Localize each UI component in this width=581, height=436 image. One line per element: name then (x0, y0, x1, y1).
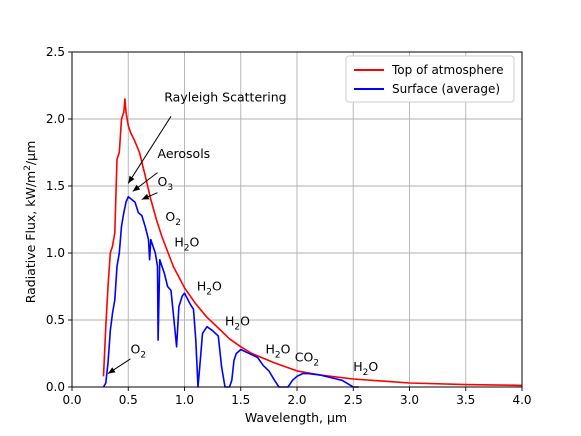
annotation-h2o-5: H2O (353, 359, 378, 378)
annotation-arrowhead-o3 (141, 193, 150, 200)
y-tick-label: 2.5 (46, 45, 65, 59)
legend-box (345, 55, 515, 103)
legend: Top of atmosphere Surface (average) (345, 55, 515, 103)
grid (71, 51, 523, 388)
annotation-h2o-3: H2O (225, 313, 250, 332)
annotation-co2: CO2 (295, 350, 319, 369)
annotations: Rayleigh ScatteringAerosolsO3O2H2OH2OH2O… (107, 90, 378, 378)
x-tick-label: 2.0 (287, 393, 306, 407)
annotation-arrow-rayleigh (127, 116, 172, 184)
x-tick-label: 3.0 (400, 393, 419, 407)
series-line-top-of-atmosphere (102, 98, 523, 387)
legend-label-top-of-atmosphere: Top of atmosphere (391, 63, 503, 77)
x-tick-label: 1.0 (175, 393, 194, 407)
annotation-o2-upper: O2 (165, 209, 181, 228)
annotation-arrowhead-aerosols (132, 184, 141, 192)
y-tick-label: 1.0 (46, 246, 65, 260)
x-tick-label: 1.5 (231, 393, 250, 407)
y-tick-label: 1.5 (46, 179, 65, 193)
y-axis-label: Radiative Flux, kW/m2/µm (23, 141, 38, 304)
x-tick-label: 0.0 (62, 393, 81, 407)
annotation-h2o-4: H2O (266, 342, 291, 361)
x-tick-label: 2.5 (344, 393, 363, 407)
annotation-o2-lower: O2 (131, 342, 147, 361)
x-tick-label: 3.5 (456, 393, 475, 407)
annotation-arrowhead-rayleigh (128, 175, 135, 184)
annotation-h2o-2: H2O (197, 279, 222, 298)
y-tick-label: 0.0 (46, 380, 65, 394)
annotation-aerosols: Aerosols (158, 146, 211, 161)
annotation-arrowhead-o2-lower (108, 367, 116, 374)
x-axis-label: Wavelength, µm (245, 410, 347, 425)
series-lines (102, 98, 523, 388)
legend-label-surface: Surface (average) (392, 82, 500, 96)
y-tick-label: 2.0 (46, 112, 65, 126)
axis-ticks: 0.0 0.5 1.0 1.5 2.0 2.5 3.0 3.5 4.0 0.0 0.5 1.0 1.5 2… (46, 45, 532, 407)
x-tick-label: 0.5 (119, 393, 138, 407)
annotation-rayleigh: Rayleigh Scattering (164, 90, 286, 105)
annotation-h2o-1: H2O (174, 234, 199, 253)
annotation-o3: O3 (158, 174, 174, 193)
y-tick-label: 0.5 (46, 313, 65, 327)
x-tick-label: 4.0 (512, 393, 531, 407)
